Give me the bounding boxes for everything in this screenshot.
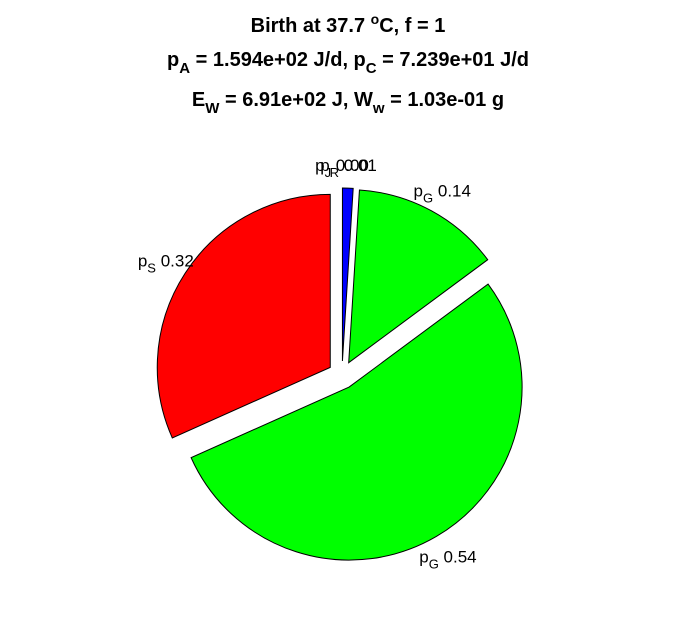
slice-label-1: pR 0.01 <box>320 156 377 180</box>
slice-label-2: pG 0.14 <box>414 181 471 205</box>
slice-label-0: pJ 0.00 <box>315 156 369 180</box>
pie-slice-pr-1 <box>341 187 354 362</box>
pie-slice-ps-4 <box>156 193 331 439</box>
title-line-3: EW = 6.91e+02 J, Ww = 1.03e-01 g <box>192 89 504 117</box>
slice-label-3: pG 0.54 <box>419 547 476 571</box>
pie-slice-pg-3 <box>190 283 523 561</box>
pie-slices <box>156 187 523 561</box>
title-line-1: Birth at 37.7 oC, f = 1 <box>251 11 446 37</box>
title-line-2: pA = 1.594e+02 J/d, pC = 7.239e+01 J/d <box>167 49 529 77</box>
chart-title: Birth at 37.7 oC, f = 1 pA = 1.594e+02 J… <box>167 11 529 117</box>
slice-label-4: pS 0.32 <box>138 252 194 276</box>
pie-slice-pg-2 <box>348 189 489 364</box>
